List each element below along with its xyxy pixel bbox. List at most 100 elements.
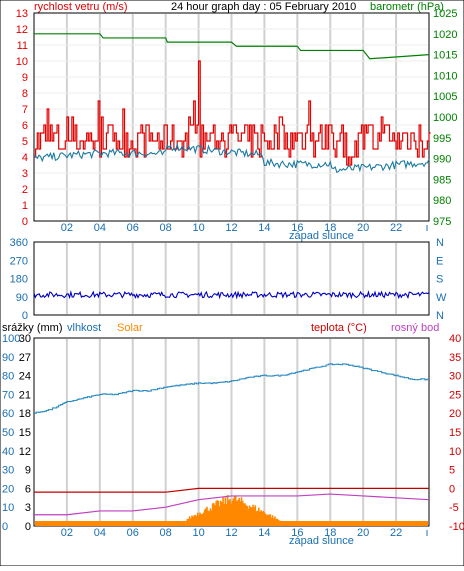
solar-bar: [215, 501, 217, 526]
solar-bar: [218, 506, 221, 526]
humidity-tick-label: 60: [2, 408, 14, 420]
solar-bar: [256, 510, 259, 526]
x-tick-label-bottom: 08: [160, 527, 172, 539]
x-tick-label-bottom: 18: [324, 527, 336, 539]
humidity-tick-label: 80: [2, 371, 14, 383]
solar-bar: [217, 500, 220, 526]
solar-bar: [219, 500, 222, 526]
pressure-tick-label: 1025: [433, 8, 457, 20]
solar-bar: [200, 514, 202, 526]
temperature-series-line: [34, 487, 429, 493]
solar-bar: [268, 514, 270, 526]
pressure-tick-label: 985: [433, 174, 451, 186]
solar-bar: [208, 511, 211, 526]
rain-tick-label: 27: [19, 352, 31, 364]
humidity-tick-label: 50: [2, 427, 14, 439]
solar-bar: [211, 503, 214, 526]
rain-tick-label: 3: [25, 502, 31, 514]
solar-bar: [228, 500, 230, 526]
solar-bar: [272, 518, 275, 526]
direction-compass-label: E: [436, 255, 443, 267]
x-tick-label-top: 08: [160, 222, 172, 234]
wind-axis-label: rychlost vetru (m/s): [34, 1, 128, 13]
solar-bar: [205, 508, 207, 526]
temperature-tick-label: 0: [449, 483, 455, 495]
solar-bar: [241, 500, 244, 526]
solar-bar: [270, 517, 273, 526]
wind-tick-label: 11: [17, 40, 28, 52]
humidity-tick-label: 40: [2, 446, 14, 458]
solar-bar: [247, 508, 250, 526]
solar-bar: [267, 514, 269, 526]
solar-bar: [279, 521, 282, 526]
x-tick-label-top: 20: [357, 222, 369, 234]
chart-marks: 0123456789101112139759809859909951000100…: [2, 8, 464, 539]
rain-tick-label: 24: [19, 371, 31, 383]
solar-bar: [277, 519, 280, 526]
solar-bar: [255, 511, 258, 526]
solar-bar: [245, 505, 247, 526]
solar-bar: [231, 501, 234, 526]
x-tick-label-bottom: 14: [258, 527, 270, 539]
solar-bar: [233, 496, 236, 526]
solar-bar: [214, 505, 216, 526]
wind-tick-label: 10: [16, 56, 28, 68]
humidity-tick-label: 70: [2, 389, 14, 401]
humidity-tick-label: 90: [2, 352, 14, 364]
pressure-tick-label: 1015: [433, 50, 457, 62]
humidity-tick-label: 10: [2, 502, 14, 514]
rain-tick-label: 18: [19, 408, 31, 420]
temperature-tick-label: 35: [449, 352, 461, 364]
solar-bar: [269, 514, 272, 526]
solar-bar: [259, 511, 261, 526]
x-tick-label-bottom: 22: [390, 527, 402, 539]
x-tick-label-top: 14: [258, 222, 270, 234]
pressure-tick-label: 995: [433, 133, 451, 145]
temperature-tick-label: 5: [449, 465, 455, 477]
x-tick-label-bottom: 02: [61, 527, 73, 539]
solar-bar: [276, 518, 279, 526]
pressure-tick-label: 1005: [433, 91, 457, 103]
temperature-tick-label: -5: [449, 502, 459, 514]
solar-bar: [239, 501, 242, 526]
solar-bar: [283, 521, 285, 526]
solar-bar: [285, 521, 288, 526]
x-tick-label-top: ı: [425, 222, 428, 234]
solar-bar: [221, 502, 223, 526]
solar-bar: [187, 518, 190, 526]
temperature-tick-label: 25: [449, 389, 461, 401]
humidity-tick-label: 30: [2, 465, 14, 477]
direction-compass-label: S: [436, 274, 443, 286]
solar-bar: [281, 521, 283, 526]
solar-bar: [257, 507, 260, 526]
solar-bar: [236, 501, 238, 526]
temperature-tick-label: 20: [449, 408, 461, 420]
x-tick-label-bottom: 20: [357, 527, 369, 539]
wind-tick-label: 4: [22, 152, 28, 164]
solar-bar: [282, 521, 284, 526]
solar-bar: [186, 519, 189, 526]
pressure-axis-label: barometr (hPa): [370, 1, 444, 13]
solar-bar: [225, 503, 228, 526]
direction-tick-label: 270: [10, 255, 28, 267]
solar-bar: [254, 505, 257, 526]
x-tick-label-top: 06: [127, 222, 139, 234]
rain-tick-label: 0: [25, 521, 31, 533]
x-tick-label-top: 04: [94, 222, 106, 234]
x-tick-label-top: 02: [61, 222, 73, 234]
solar-bar: [224, 497, 227, 526]
solar-bar: [192, 516, 194, 526]
direction-tick-label: 0: [22, 310, 28, 322]
wind-speed-series-line: [34, 60, 431, 166]
humidity-legend: vlhkost: [67, 322, 101, 334]
solar-bar: [251, 507, 253, 526]
rain-axis-label: srážky (mm): [2, 322, 63, 334]
direction-compass-label: W: [436, 292, 447, 304]
x-tick-label-bottom: 04: [94, 527, 106, 539]
solar-bar: [275, 518, 277, 526]
solar-bar: [223, 503, 226, 526]
solar-bar: [278, 520, 281, 526]
solar-bar: [226, 494, 229, 526]
